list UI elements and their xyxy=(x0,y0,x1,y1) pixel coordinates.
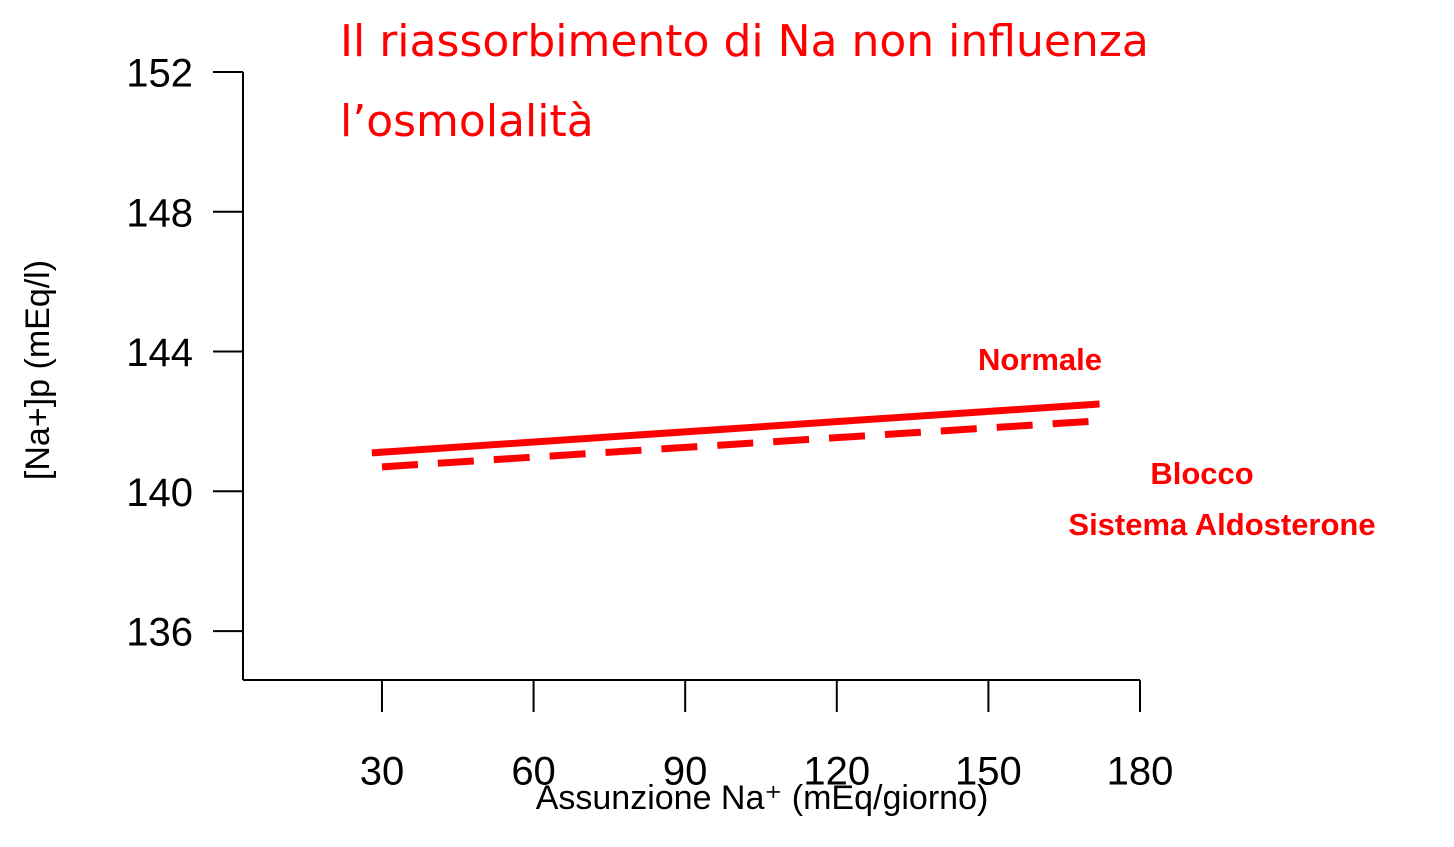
annotation: Blocco xyxy=(1150,456,1253,491)
y-tick-label: 136 xyxy=(126,611,193,655)
chart-title: Il riassorbimento di Na non influenza xyxy=(340,16,1149,67)
y-tick-label: 152 xyxy=(126,52,193,96)
y-tick-label: 140 xyxy=(126,471,193,515)
x-tick-label: 90 xyxy=(663,750,708,794)
x-tick-label: 180 xyxy=(1107,750,1174,794)
y-tick-label: 144 xyxy=(126,331,193,375)
y-tick-label: 148 xyxy=(126,191,193,235)
series-line xyxy=(381,417,1090,471)
x-tick-label: 120 xyxy=(803,750,870,794)
chart-title: l’osmolalità xyxy=(340,96,594,147)
x-tick-label: 150 xyxy=(955,750,1022,794)
x-axis-label: Assunzione Na⁺ (mEq/giorno) xyxy=(536,779,989,817)
series-line xyxy=(371,400,1100,457)
x-tick-label: 30 xyxy=(360,750,405,794)
x-tick-label: 60 xyxy=(511,750,556,794)
y-axis-label: [Na+]p (mEq/l) xyxy=(19,260,57,480)
series-label: Normale xyxy=(978,342,1102,377)
annotation: Sistema Aldosterone xyxy=(1068,507,1375,542)
